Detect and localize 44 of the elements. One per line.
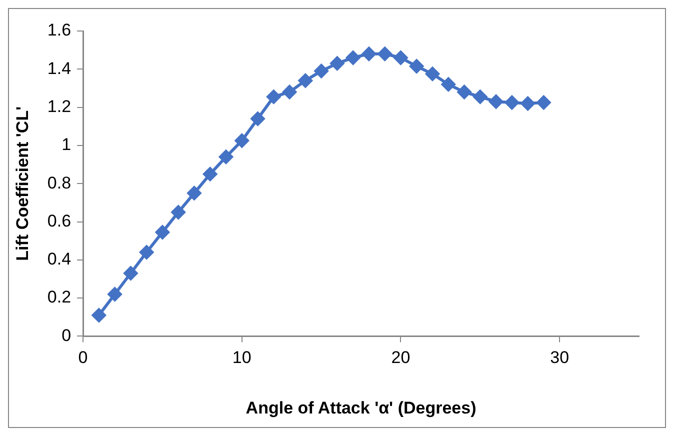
x-tick-label: 0: [78, 348, 88, 368]
point: [266, 90, 281, 104]
y-tick-label: 1.6: [47, 20, 72, 40]
x-tick-label: 30: [550, 348, 570, 368]
point: [394, 50, 408, 65]
point: [378, 46, 392, 61]
y-tick-label: 0: [62, 326, 72, 345]
point: [187, 186, 202, 200]
x-axis-title: Angle of Attack 'α' (Degrees): [246, 398, 476, 418]
y-tick-label: 0.8: [47, 173, 72, 192]
point: [346, 50, 360, 65]
point: [520, 96, 535, 110]
point: [234, 134, 249, 148]
point: [155, 225, 170, 240]
y-tick-label: 1.2: [47, 96, 72, 116]
point: [218, 150, 233, 164]
point: [426, 66, 440, 81]
point: [140, 245, 154, 260]
point: [298, 74, 312, 88]
y-tick-label: 0.2: [47, 288, 72, 307]
y-tick-label: 0.4: [47, 250, 72, 269]
point: [282, 85, 297, 100]
point: [410, 59, 424, 74]
point: [92, 308, 106, 322]
point: [441, 77, 456, 92]
point: [536, 96, 551, 110]
point: [473, 90, 488, 104]
point: [457, 85, 472, 100]
y-tick-label: 1.4: [47, 58, 72, 78]
x-tick-label: 20: [391, 348, 410, 368]
y-axis-title: Lift Coefficient 'CL': [12, 106, 32, 261]
point: [489, 94, 504, 109]
point: [108, 287, 122, 302]
point: [362, 46, 376, 61]
y-tick-label: 1: [62, 135, 72, 154]
point: [250, 112, 265, 126]
point: [330, 56, 344, 70]
point: [203, 167, 218, 182]
point: [314, 64, 328, 78]
point: [171, 205, 186, 220]
point: [124, 266, 138, 280]
y-tick-label: 0.6: [47, 211, 72, 230]
x-tick-label: 10: [232, 348, 252, 368]
point: [504, 96, 519, 110]
